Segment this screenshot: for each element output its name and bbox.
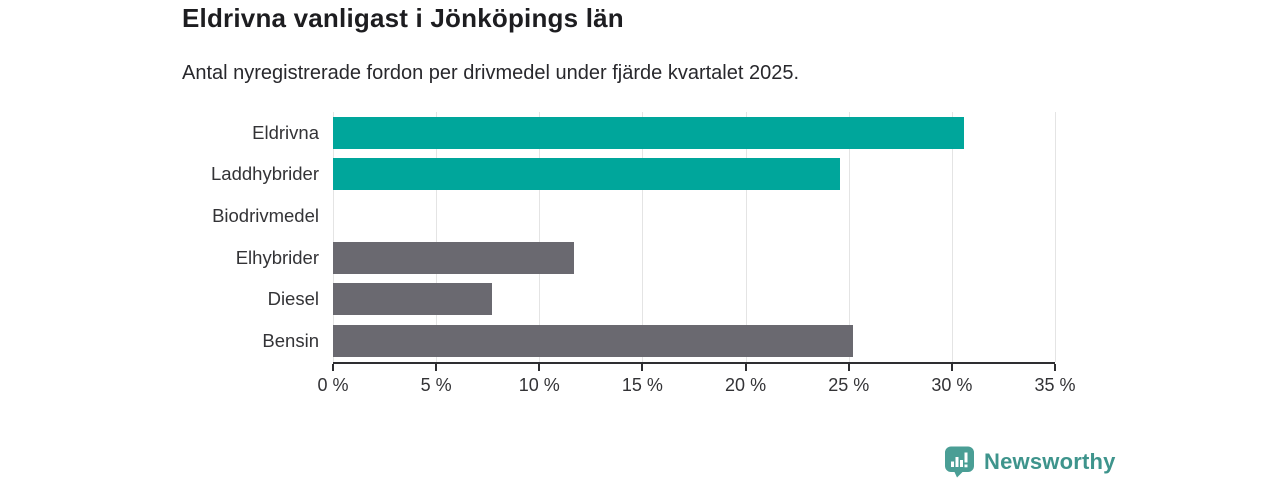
bar-elhybrider	[333, 241, 575, 274]
bar-laddhybrider	[333, 158, 841, 191]
chart-subtitle: Antal nyregistrerade fordon per drivmede…	[182, 62, 800, 84]
category-label: Diesel	[267, 288, 319, 310]
x-tick-mark	[950, 364, 953, 371]
x-tick-mark	[538, 364, 541, 371]
x-tick-label: 25 %	[828, 375, 870, 395]
bar-bensin	[333, 325, 853, 358]
category-label: Elhybrider	[235, 246, 319, 268]
brand-name: Newsworthy	[984, 449, 1116, 474]
x-tick-mark	[847, 364, 850, 371]
category-label: Bensin	[262, 330, 319, 352]
x-axis: 0 % 5 % 10 % 15 % 20 % 25 % 30 % 35 %	[317, 362, 1076, 404]
bar-diesel	[333, 283, 492, 316]
bar-row: Bensin	[262, 320, 1055, 362]
x-tick-mark	[641, 364, 644, 371]
x-tick-label: 30 %	[931, 375, 973, 395]
x-tick-mark	[1054, 364, 1056, 371]
category-label: Biodrivmedel	[212, 205, 319, 227]
bar-row: Elhybrider	[236, 237, 1055, 279]
x-tick-label: 0 %	[317, 375, 349, 395]
bar-eldrivna	[333, 116, 965, 149]
gridline-30	[951, 112, 953, 362]
gridline-10	[539, 112, 541, 362]
category-label: Laddhybrider	[211, 163, 319, 185]
bar-row: Diesel	[268, 279, 1055, 321]
x-tick-label: 5 %	[420, 375, 452, 395]
gridline-0	[333, 112, 334, 362]
x-tick-label: 10 %	[518, 375, 560, 395]
bar-row: Eldrivna	[252, 112, 1055, 154]
gridline-20	[745, 112, 747, 362]
bar-row: Biodrivmedel	[212, 195, 1055, 237]
x-tick-mark	[435, 364, 438, 371]
chart-title: Eldrivna vanligast i Jönköpings län	[182, 3, 624, 33]
x-tick-label: 15 %	[621, 375, 663, 395]
gridline-35	[1055, 112, 1056, 362]
gridline-15	[642, 112, 644, 362]
newsworthy-bubble-chart-icon	[945, 446, 974, 478]
plot-area: Eldrivna Laddhybrider Biodrivmedel Elhybrid…	[211, 112, 1056, 362]
x-tick-label: 35 %	[1034, 375, 1076, 395]
gridline-25	[848, 112, 850, 362]
x-tick-mark	[332, 364, 334, 371]
gridline-5	[436, 112, 438, 362]
x-tick-mark	[744, 364, 747, 371]
x-tick-label: 20 %	[725, 375, 767, 395]
newsworthy-logo[interactable]: Newsworthy	[944, 446, 1116, 478]
bar-row: Laddhybrider	[211, 154, 1055, 196]
category-label: Eldrivna	[252, 121, 319, 143]
